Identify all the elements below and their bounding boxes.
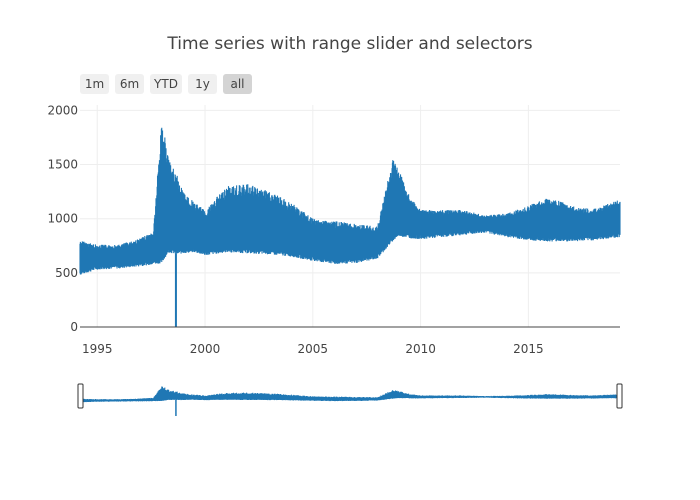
y-tick-label: 1500 — [47, 158, 78, 172]
x-tick-label: 2000 — [190, 342, 221, 356]
range-slider[interactable] — [77, 383, 623, 416]
y-tick-label: 2000 — [47, 103, 78, 117]
x-tick-label: 1995 — [82, 342, 113, 356]
y-tick-label: 500 — [55, 266, 78, 280]
y-tick-label: 1000 — [47, 212, 78, 226]
data-layer — [79, 127, 621, 327]
x-tick-label: 2005 — [298, 342, 329, 356]
series-band — [79, 127, 621, 275]
range-button-all[interactable]: all — [223, 74, 252, 94]
range-button-1m[interactable]: 1m — [80, 74, 109, 94]
slider-handle-right[interactable] — [616, 383, 623, 409]
axis-layer: 0 500 1000 1500 2000 1995 2000 2005 2010 2015 — [47, 103, 620, 356]
y-tick-label: 0 — [70, 320, 78, 334]
x-tick-label: 2010 — [405, 342, 436, 356]
range-button-1y[interactable]: 1y — [188, 74, 217, 94]
range-button-ytd[interactable]: YTD — [150, 74, 182, 94]
slider-series — [79, 386, 621, 403]
chart-title: Time series with range slider and select… — [167, 34, 533, 54]
range-button-6m[interactable]: 6m — [115, 74, 144, 94]
x-tick-label: 2015 — [513, 342, 544, 356]
slider-handle-left[interactable] — [77, 383, 84, 409]
